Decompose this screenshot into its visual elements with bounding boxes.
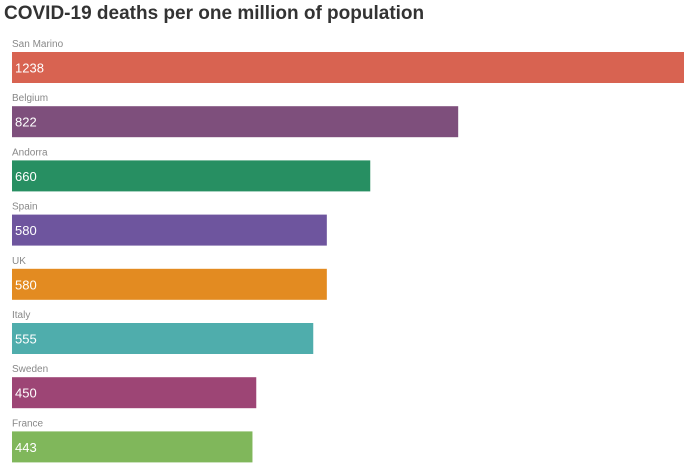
- bar-group-uk: UK 580: [12, 256, 327, 300]
- category-label: San Marino: [12, 39, 64, 50]
- bar-spain: [12, 214, 327, 246]
- category-label: Italy: [12, 310, 30, 321]
- category-label: UK: [12, 256, 26, 267]
- bar-sweden: [12, 377, 257, 409]
- bar-italy: [12, 323, 314, 354]
- bar-group-sweden: Sweden 450: [12, 364, 257, 409]
- bar-group-san-marino: San Marino 1238: [12, 39, 684, 83]
- bar-uk: [12, 268, 327, 300]
- value-label: 660: [15, 169, 37, 184]
- category-label: Sweden: [12, 364, 48, 375]
- category-label: Spain: [12, 202, 38, 213]
- bar-belgium: [12, 106, 459, 138]
- bar-group-france: France 443: [12, 418, 253, 463]
- bar-san-marino: [12, 52, 684, 83]
- value-label: 580: [15, 223, 37, 238]
- value-label: 443: [15, 440, 37, 455]
- bar-group-andorra: Andorra 660: [12, 147, 371, 192]
- bar-group-belgium: Belgium 822: [12, 93, 459, 138]
- bar-france: [12, 431, 253, 463]
- bar-group-spain: Spain 580: [12, 202, 327, 246]
- value-label: 1238: [15, 61, 44, 76]
- category-label: France: [12, 418, 44, 429]
- chart-title: COVID-19 deaths per one million of popul…: [4, 3, 425, 24]
- bar-group-italy: Italy 555: [12, 310, 314, 354]
- bar-andorra: [12, 160, 371, 192]
- value-label: 555: [15, 332, 37, 347]
- value-label: 450: [15, 386, 37, 401]
- category-label: Andorra: [12, 147, 48, 158]
- category-label: Belgium: [12, 93, 48, 104]
- value-label: 580: [15, 277, 37, 292]
- value-label: 822: [15, 115, 37, 130]
